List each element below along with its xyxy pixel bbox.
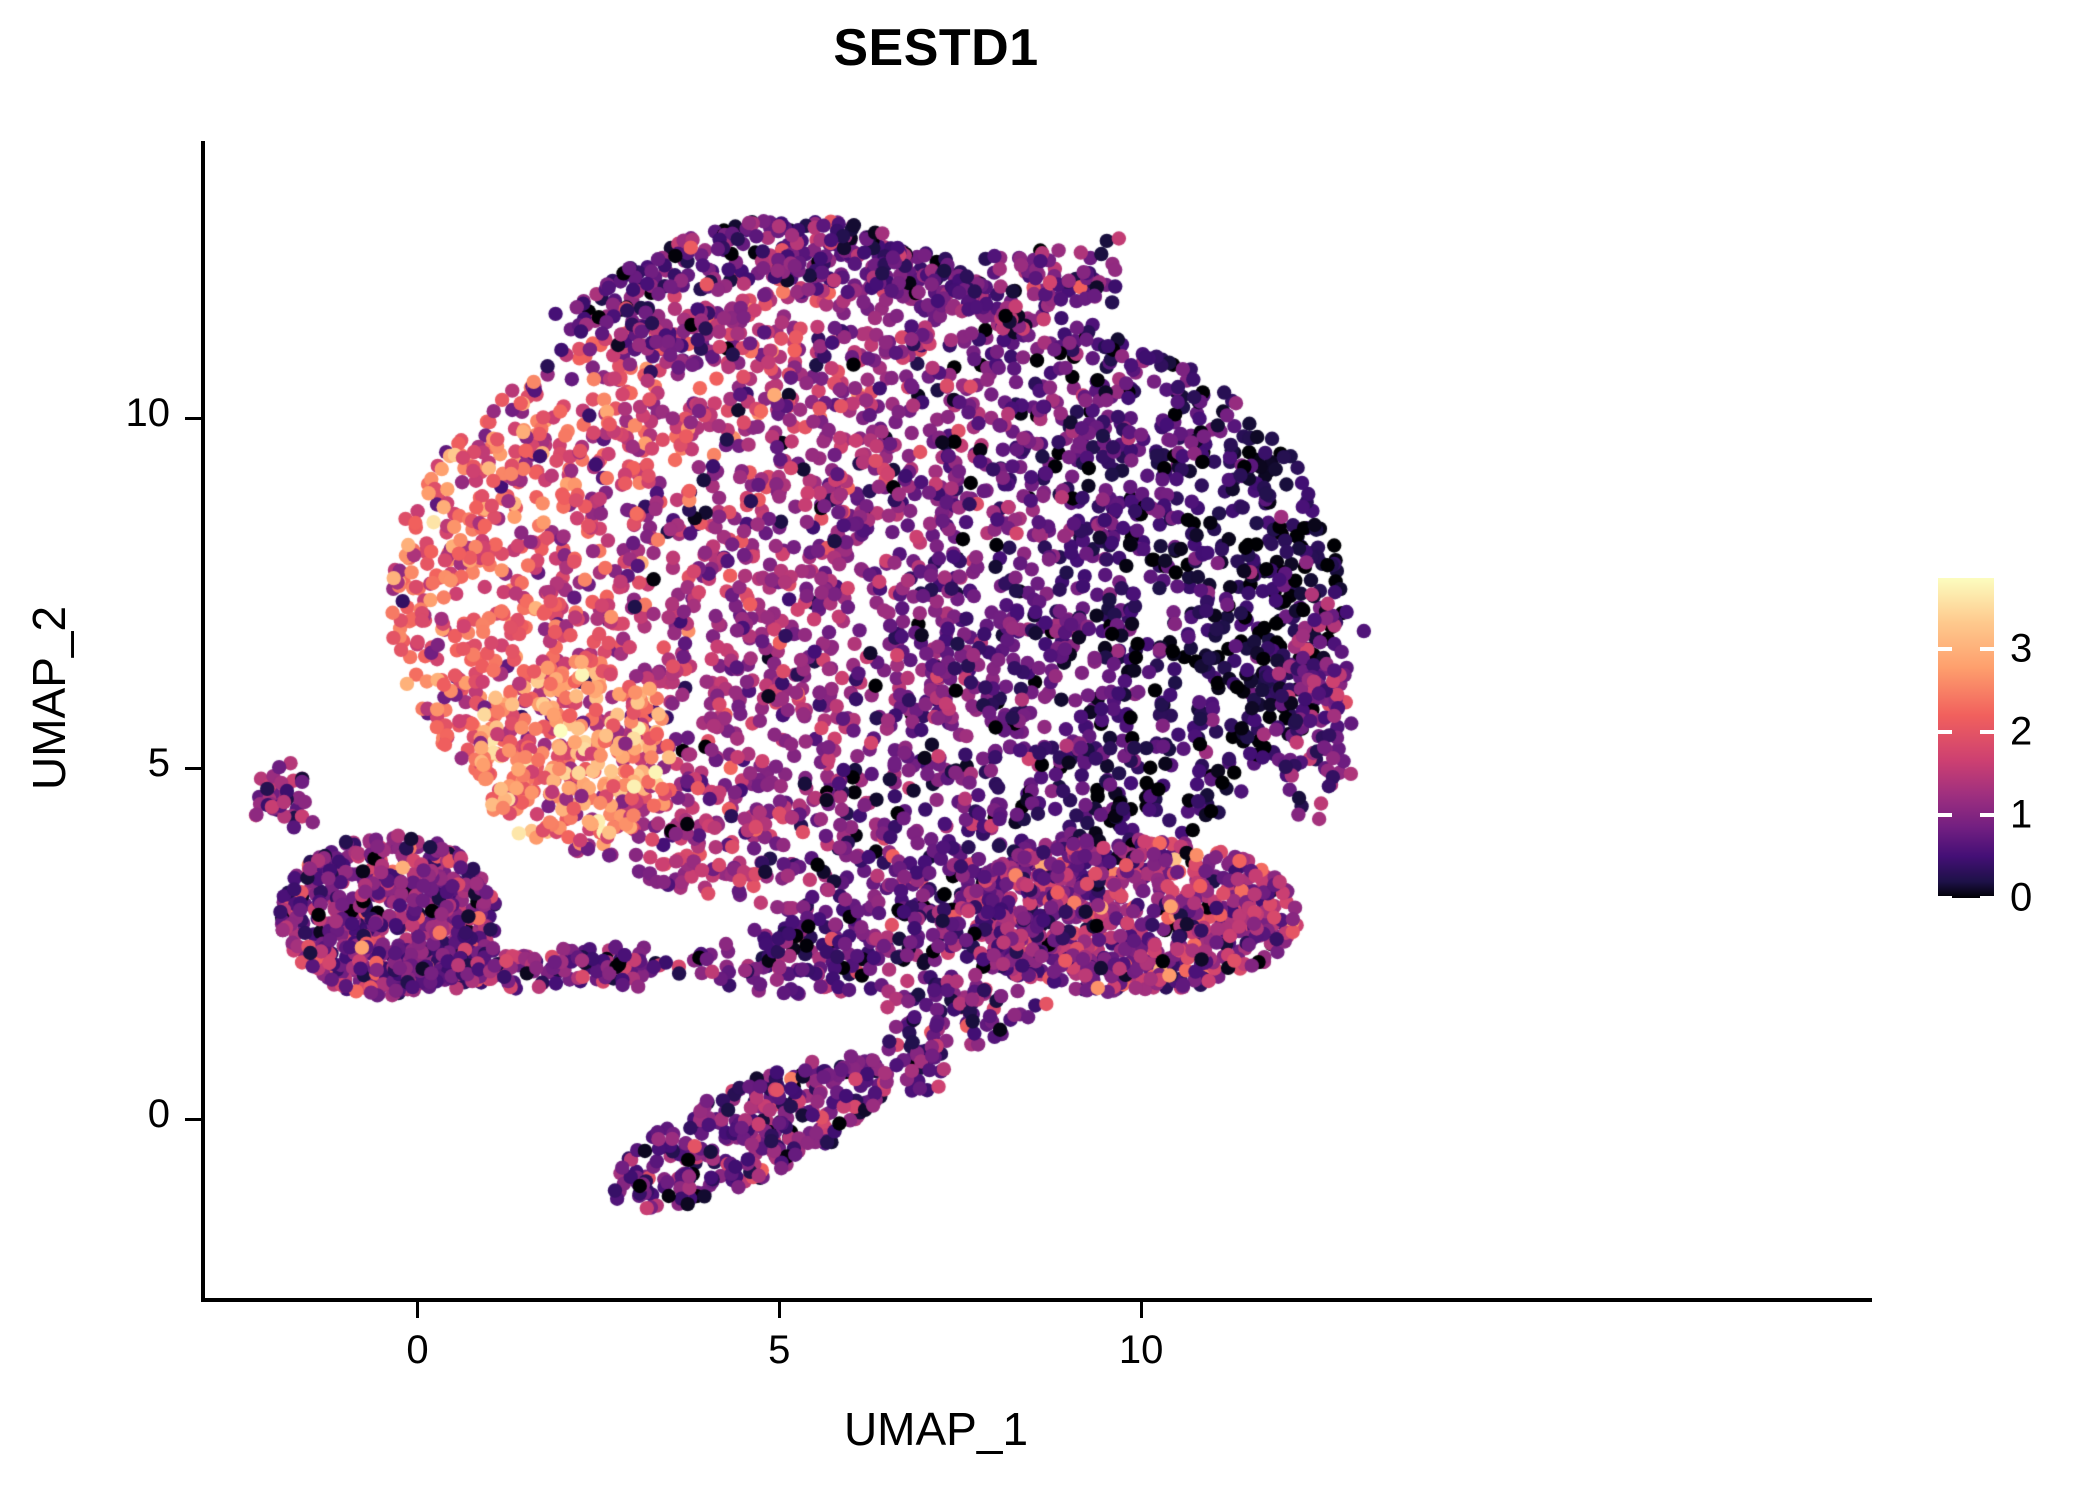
scatter-plot-canvas [204, 141, 1872, 1301]
colorbar-tick-mark [1980, 646, 1994, 651]
x-tick-mark [416, 1302, 420, 1318]
colorbar-tick-mark [1980, 812, 1994, 817]
colorbar-tick-label: 0 [2010, 875, 2033, 920]
plot-panel [204, 141, 1872, 1301]
y-tick-label: 5 [147, 741, 170, 786]
y-axis-title: UMAP_2 [23, 605, 75, 790]
y-tick-mark [185, 416, 201, 420]
colorbar-tick-mark [1938, 896, 1952, 900]
y-tick-label: 10 [125, 390, 171, 435]
colorbar-gradient [1938, 578, 1994, 900]
page-title: SESTD1 [833, 19, 1039, 77]
x-axis-title: UMAP_1 [843, 1403, 1029, 1455]
y-tick-label: 0 [147, 1091, 170, 1136]
colorbar-tick-mark [1980, 729, 1994, 734]
colorbar-tick-mark [1938, 812, 1952, 817]
x-tick-label: 0 [406, 1328, 429, 1372]
x-axis-line [201, 1298, 1872, 1302]
y-tick-mark [185, 767, 201, 771]
y-tick-mark [185, 1117, 201, 1121]
colorbar-tick-mark [1938, 729, 1952, 734]
x-tick-mark [778, 1302, 782, 1318]
colorbar-tick-mark [1980, 896, 1994, 900]
colorbar-tick-label: 1 [2010, 792, 2033, 837]
x-tick-label: 5 [768, 1328, 791, 1372]
colorbar-tick-label: 2 [2010, 709, 2033, 754]
x-tick-mark [1140, 1302, 1144, 1318]
colorbar-tick-mark [1938, 646, 1952, 651]
x-tick-label: 10 [1118, 1328, 1164, 1372]
colorbar-tick-label: 3 [2010, 626, 2033, 671]
colorbar-legend: 0 1 2 3 [1938, 578, 2032, 920]
y-axis-line [201, 141, 205, 1301]
